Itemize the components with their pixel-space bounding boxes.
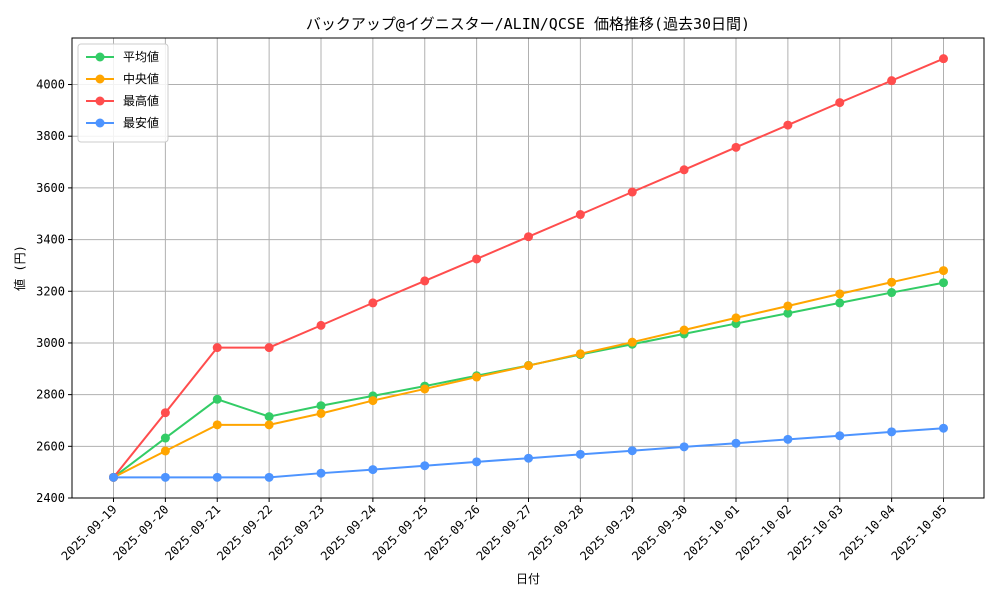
data-point <box>887 76 897 86</box>
legend-label: 最高値 <box>123 93 159 108</box>
data-point <box>264 412 274 422</box>
y-tick-label: 3800 <box>36 129 65 143</box>
data-point <box>316 401 326 411</box>
data-point <box>939 266 948 276</box>
data-point <box>420 384 430 394</box>
y-tick-label: 3600 <box>36 181 65 195</box>
data-point <box>887 277 897 287</box>
data-point <box>679 442 689 452</box>
x-axis: 2025-09-192025-09-202025-09-212025-09-22… <box>59 498 950 563</box>
data-point <box>887 427 897 437</box>
legend-label: 最安値 <box>123 115 159 130</box>
data-point <box>939 423 948 433</box>
data-point <box>679 165 689 175</box>
data-point <box>575 349 585 359</box>
data-point <box>368 298 378 308</box>
data-point <box>212 343 222 353</box>
data-point <box>731 313 741 323</box>
series-group <box>109 54 948 482</box>
data-point <box>212 472 222 482</box>
data-point <box>160 408 170 418</box>
data-point <box>420 276 430 286</box>
data-point <box>887 288 897 298</box>
data-point <box>264 420 274 430</box>
data-point <box>783 308 793 318</box>
y-tick-label: 2800 <box>36 388 65 402</box>
data-point <box>679 325 689 335</box>
data-point <box>783 434 793 444</box>
x-axis-label: 日付 <box>516 572 540 586</box>
data-point <box>627 187 637 197</box>
y-tick-label: 3400 <box>36 233 65 247</box>
legend-box <box>77 43 169 143</box>
y-tick-label: 3000 <box>36 336 65 350</box>
y-tick-label: 3200 <box>36 284 65 298</box>
data-point <box>160 446 170 456</box>
data-point <box>160 433 170 443</box>
data-point <box>368 465 378 475</box>
y-axis: 2400 2600 2800 3000 3200 3400 3600 3800 4000 <box>36 78 72 505</box>
data-point <box>524 361 533 371</box>
data-point <box>524 232 533 242</box>
y-tick-label: 2400 <box>36 491 65 505</box>
grid <box>72 38 984 499</box>
data-point <box>575 210 585 220</box>
data-point <box>472 254 482 264</box>
data-point <box>731 142 741 152</box>
data-point <box>212 394 222 404</box>
data-point <box>835 298 845 308</box>
legend-swatch-marker <box>95 118 105 128</box>
data-point <box>420 461 430 471</box>
legend-swatch-marker <box>95 74 105 84</box>
legend-swatch-marker <box>95 52 105 62</box>
data-point <box>783 120 793 130</box>
data-point <box>731 438 741 448</box>
x-tick-label: 2025-10-05 <box>889 502 950 563</box>
data-point <box>575 449 585 459</box>
data-point <box>939 54 948 64</box>
data-point <box>835 98 845 108</box>
data-point <box>316 408 326 418</box>
series-最安値 <box>109 423 948 482</box>
chart-title: バックアップ@イグニスター/ALIN/QCSE 価格推移(過去30日間) <box>306 15 750 33</box>
legend-label: 平均値 <box>123 49 159 64</box>
data-point <box>627 446 637 456</box>
data-point <box>316 320 326 330</box>
y-axis-label: 値 (円) <box>12 245 27 291</box>
data-point <box>783 301 793 311</box>
y-tick-label: 4000 <box>36 78 65 92</box>
data-point <box>264 472 274 482</box>
data-point <box>316 468 326 478</box>
legend-label: 中央値 <box>123 71 159 86</box>
data-point <box>524 453 533 463</box>
data-point <box>109 472 118 482</box>
data-point <box>627 337 637 347</box>
data-point <box>939 278 948 288</box>
data-point <box>368 396 378 406</box>
data-point <box>835 431 845 441</box>
data-point <box>472 457 482 467</box>
legend-swatch-marker <box>95 96 105 106</box>
data-point <box>160 472 170 482</box>
data-point <box>212 420 222 430</box>
data-point <box>835 289 845 299</box>
data-point <box>472 372 482 382</box>
y-tick-label: 2600 <box>36 439 65 453</box>
data-point <box>264 343 274 353</box>
